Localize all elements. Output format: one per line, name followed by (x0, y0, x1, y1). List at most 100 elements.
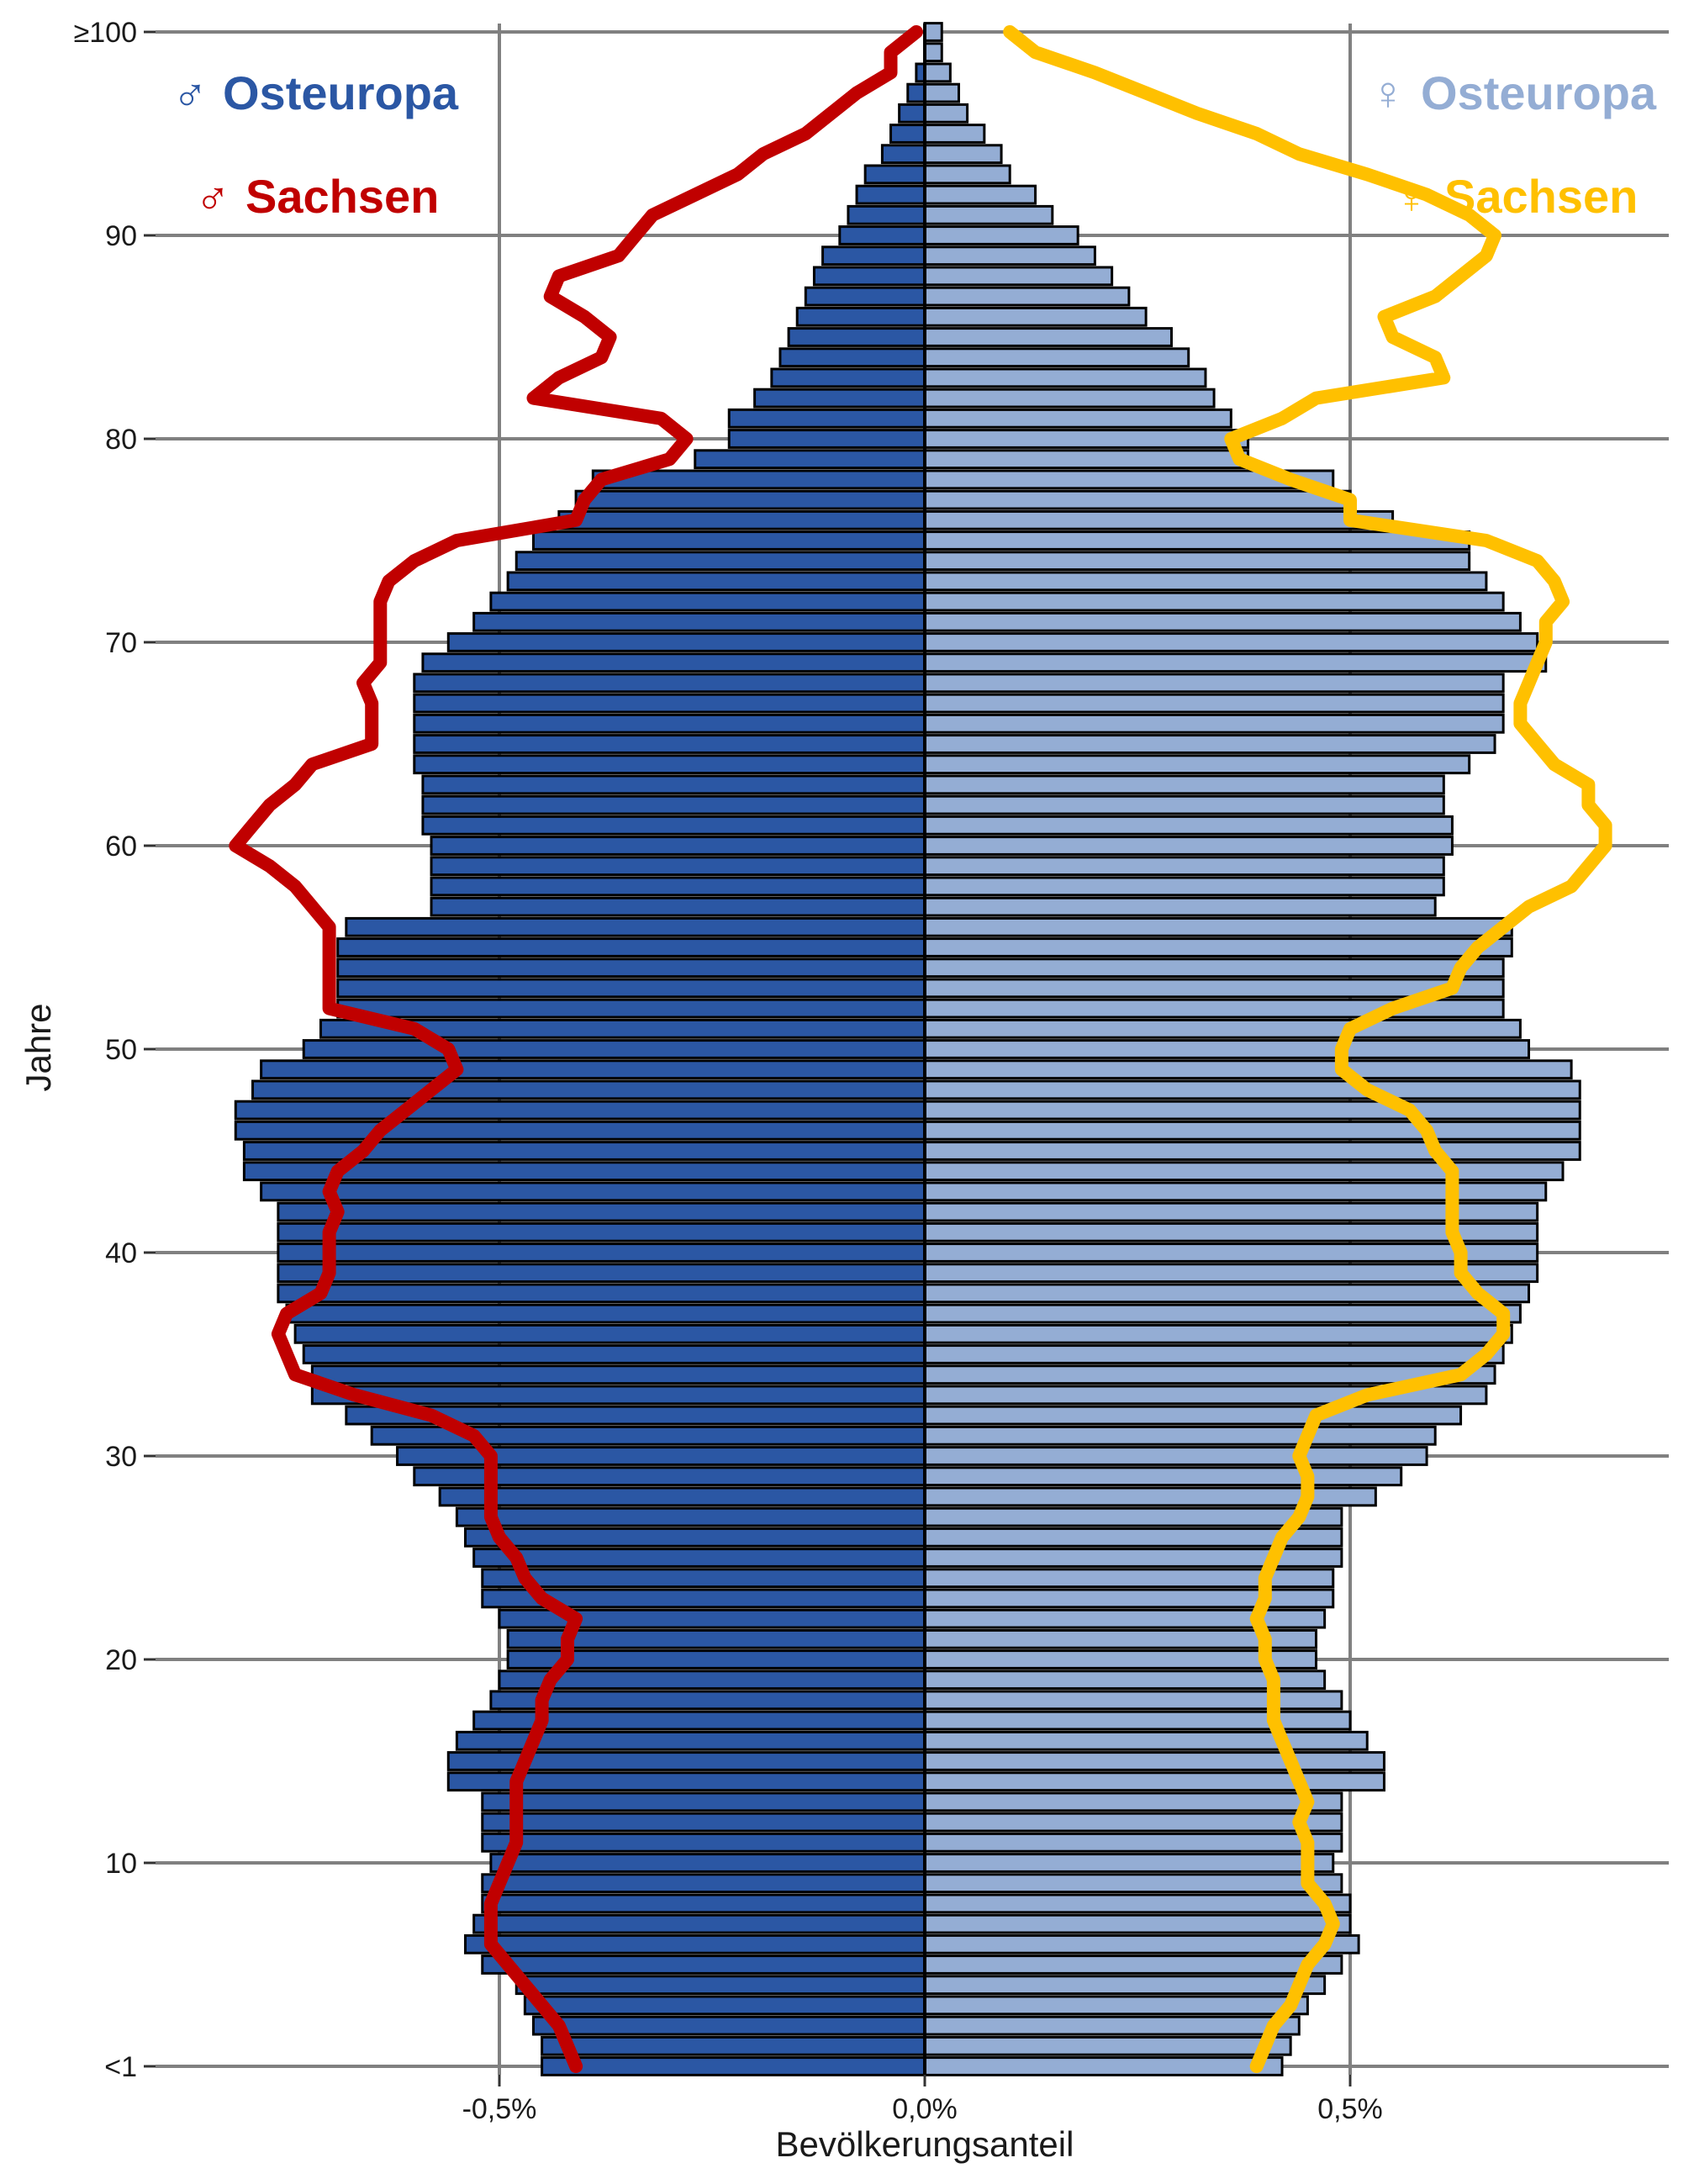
bar-female-osteuropa (923, 1405, 1463, 1426)
bar-female-osteuropa (923, 611, 1522, 632)
bar-male-osteuropa (481, 1893, 926, 1914)
bar-male-osteuropa (421, 774, 926, 795)
bar-male-osteuropa (277, 1283, 926, 1304)
bar-female-osteuropa (923, 103, 969, 124)
bar-male-osteuropa (515, 1975, 926, 1996)
bar-male-osteuropa (481, 1873, 926, 1894)
bar-male-osteuropa (421, 815, 926, 836)
bar-female-osteuropa (923, 1059, 1573, 1080)
bar-female-osteuropa (923, 1955, 1343, 1975)
bar-female-osteuropa (923, 1018, 1522, 1039)
bar-female-osteuropa (923, 388, 1216, 409)
bar-female-osteuropa (923, 1751, 1385, 1771)
bar-female-osteuropa (923, 164, 1011, 185)
bar-male-osteuropa (430, 836, 926, 856)
bar-female-osteuropa (923, 62, 952, 83)
bar-male-osteuropa (541, 2056, 926, 2076)
bar-female-osteuropa (923, 652, 1548, 673)
bar-male-osteuropa (694, 449, 926, 470)
bar-female-osteuropa (923, 1913, 1352, 1934)
bar-female-osteuropa (923, 734, 1496, 754)
y-tick-label: 90 (105, 220, 137, 252)
bar-male-osteuropa (795, 306, 926, 327)
bar-male-osteuropa (345, 916, 926, 937)
bar-female-osteuropa (923, 774, 1445, 795)
bar-female-osteuropa (923, 204, 1054, 225)
bar-female-osteuropa (923, 957, 1505, 979)
bar-female-osteuropa (923, 1975, 1327, 1996)
bar-male-osteuropa (302, 1039, 926, 1059)
bar-female-osteuropa (923, 1201, 1539, 1222)
bar-female-osteuropa (923, 1283, 1531, 1304)
bar-female-osteuropa (923, 184, 1037, 205)
legend-label: Osteuropa (1421, 66, 1657, 119)
x-tick-label: 0,5% (1317, 2093, 1383, 2125)
bar-male-osteuropa (310, 1364, 926, 1385)
y-tick-label: <1 (104, 2051, 137, 2083)
bar-male-osteuropa (523, 1995, 926, 2016)
bar-female-osteuropa (923, 347, 1190, 368)
bar-male-osteuropa (464, 1933, 926, 1955)
bar-female-osteuropa (923, 1506, 1343, 1527)
legend-female-sachsen: ♀ Sachsen (1394, 170, 1638, 223)
bar-male-osteuropa (531, 2015, 926, 2036)
bar-male-osteuropa (531, 530, 926, 551)
bar-male-osteuropa (855, 184, 926, 205)
bar-male-osteuropa (455, 1506, 926, 1527)
bar-female-osteuropa (923, 1933, 1360, 1955)
bar-male-osteuropa (489, 591, 926, 612)
bar-female-osteuropa (923, 856, 1445, 877)
bar-male-osteuropa (541, 2035, 926, 2056)
bar-female-osteuropa (923, 1873, 1343, 1894)
bar-male-osteuropa (260, 1059, 926, 1080)
line-female-sachsen (1003, 25, 1612, 2073)
bar-female-osteuropa (923, 144, 1003, 165)
bar-female-osteuropa (923, 1995, 1309, 2016)
legend-male-osteuropa: ♂ Osteuropa (172, 66, 459, 119)
bar-male-osteuropa (430, 876, 926, 897)
bar-male-osteuropa (489, 1690, 926, 1711)
bar-female-osteuropa (923, 1079, 1581, 1100)
y-tick-label: 50 (105, 1034, 137, 1066)
bar-male-osteuropa (481, 1812, 926, 1833)
bar-male-osteuropa (863, 164, 926, 185)
bar-male-osteuropa (464, 1527, 926, 1548)
y-tick-label: ≥100 (74, 17, 137, 49)
bar-male-osteuropa (574, 489, 926, 510)
bar-male-osteuropa (285, 1303, 926, 1324)
bar-female-osteuropa (923, 1425, 1437, 1446)
bars (234, 22, 1581, 2076)
bar-male-osteuropa (413, 693, 926, 714)
bar-female-osteuropa (923, 509, 1395, 530)
bar-male-osteuropa (277, 1242, 926, 1263)
bar-female-osteuropa (923, 916, 1513, 937)
bar-male-osteuropa (481, 1791, 926, 1812)
bar-female-osteuropa (923, 1466, 1403, 1487)
bar-female-osteuropa (923, 836, 1454, 856)
bar-male-osteuropa (557, 509, 926, 530)
bar-male-osteuropa (821, 245, 926, 266)
bar-female-osteuropa (923, 1120, 1581, 1141)
bar-female-osteuropa (923, 286, 1131, 307)
bar-male-osteuropa (336, 937, 926, 957)
line-male-sachsen (229, 25, 923, 2073)
bar-male-osteuropa (438, 1486, 926, 1507)
legend-label: Sachsen (245, 170, 439, 223)
bar-female-osteuropa (923, 1242, 1539, 1263)
bar-male-osteuropa (251, 1079, 926, 1100)
bar-male-osteuropa (413, 713, 926, 734)
bar-female-osteuropa (923, 713, 1505, 734)
bar-female-osteuropa (923, 1710, 1352, 1731)
bar-male-osteuropa (481, 1832, 926, 1853)
bar-male-osteuropa (336, 998, 926, 1019)
bar-female-osteuropa (923, 1791, 1343, 1812)
legend-label: ♂ (195, 170, 230, 223)
bar-female-osteuropa (923, 937, 1513, 957)
bar-female-osteuropa (923, 1771, 1385, 1792)
bar-female-osteuropa (923, 1588, 1335, 1609)
bar-female-osteuropa (923, 225, 1079, 245)
bar-female-osteuropa (923, 754, 1471, 775)
bar-male-osteuropa (302, 1344, 926, 1364)
bar-male-osteuropa (421, 794, 926, 815)
